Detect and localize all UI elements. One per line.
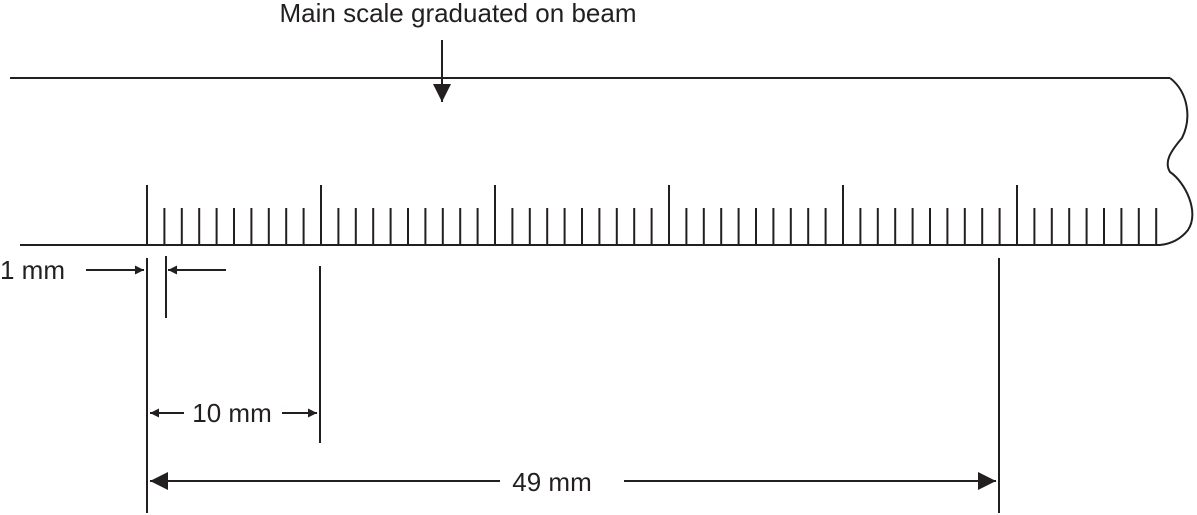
beam-break-line [1159, 77, 1194, 246]
label-10mm: 10 mm [192, 398, 271, 428]
label-1mm: 1 mm [0, 255, 65, 285]
forty-nine-mm-dimension: 49 mm [150, 258, 1000, 513]
diagram-title: Main scale graduated on beam [279, 0, 636, 28]
one-mm-dimension: 1 mm [0, 255, 226, 318]
label-49mm: 49 mm [512, 467, 591, 497]
main-scale-graduations [146, 185, 1158, 245]
beam [10, 77, 1194, 246]
ten-mm-dimension: 10 mm [146, 258, 321, 513]
